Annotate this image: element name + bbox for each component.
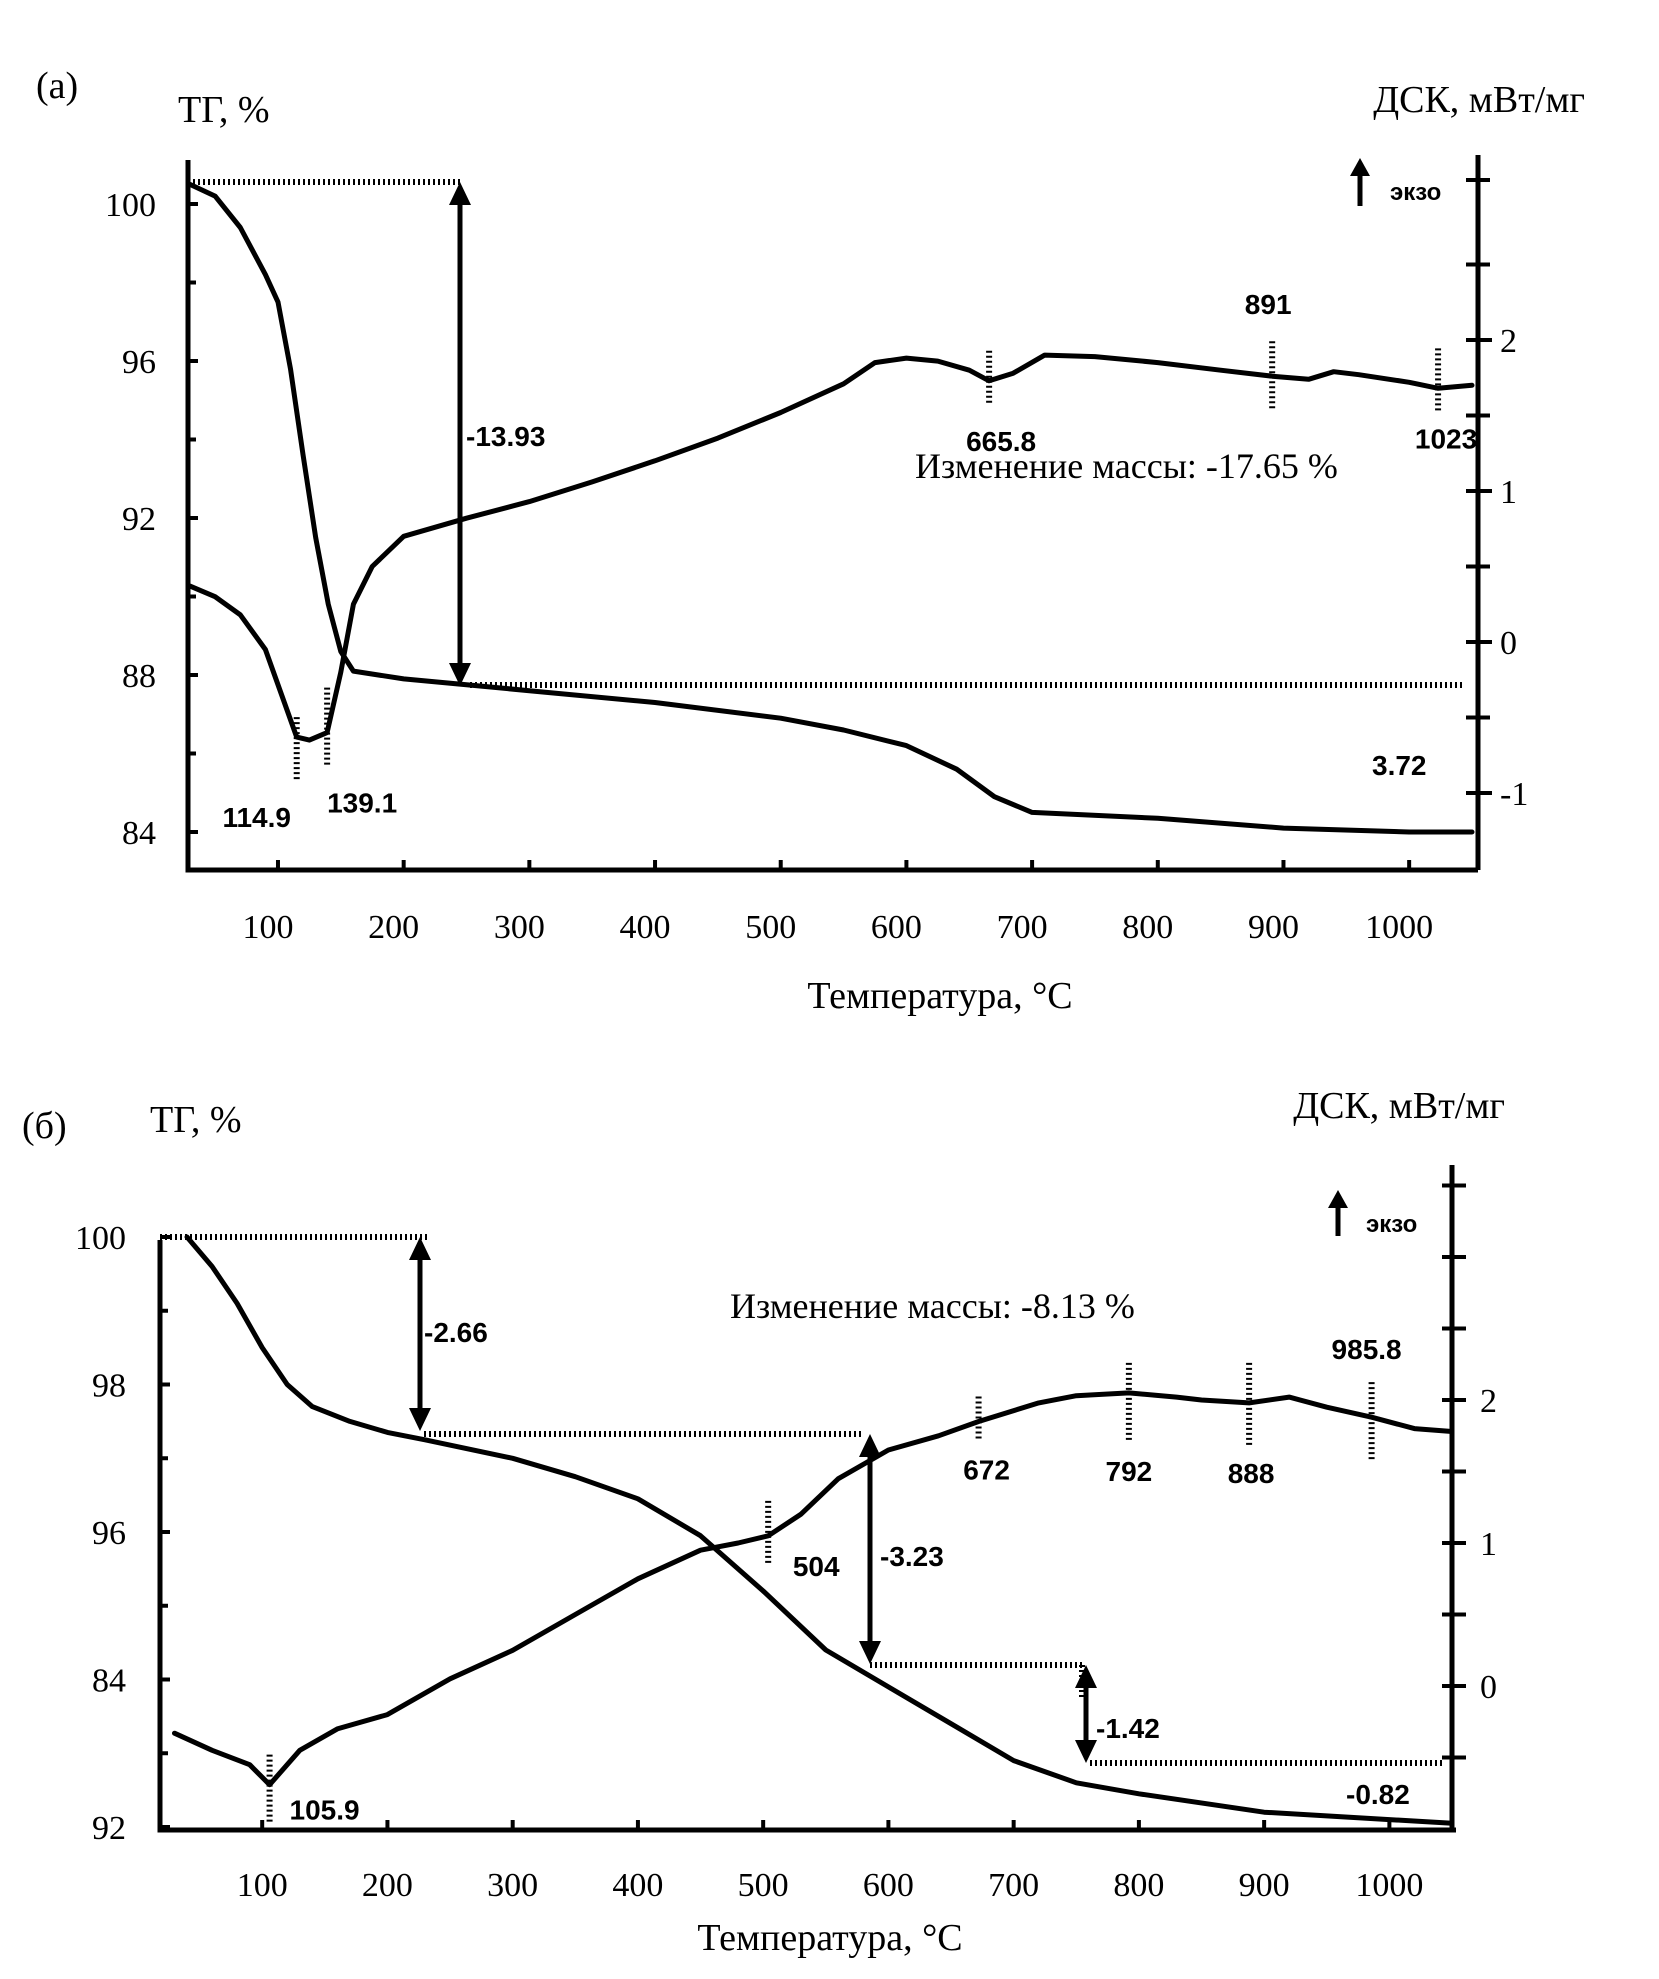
panel-a-x-tick-label: 400 — [620, 909, 671, 946]
panel-b-x-tick-label: 800 — [1113, 1867, 1164, 1904]
panel-a-x-tick-label: 800 — [1122, 909, 1173, 946]
panel-b-x-tick-label: 100 — [237, 1867, 288, 1904]
panel-b-tg-tick-label: 98 — [92, 1368, 126, 1405]
panel-a-peak-markers: 114.9 139.1 665.8 891 1023 — [222, 289, 1477, 833]
panel-a-exo-label: экзо — [1390, 179, 1441, 206]
panel-a-mass-change: Изменение массы: -17.65 % — [915, 446, 1338, 486]
panel-a-tg-tick-label: 84 — [122, 815, 156, 852]
panel-b-x-tick-label: 700 — [988, 1867, 1039, 1904]
panel-b-peak-label: 672 — [963, 1454, 1010, 1485]
panel-b-dsc-tick-label: 2 — [1480, 1383, 1497, 1420]
panel-a-left-bottom-axis — [185, 160, 1478, 873]
panel-b-tg-tick-label: 100 — [75, 1220, 126, 1257]
panel-b-peak-label: 985.8 — [1332, 1334, 1402, 1365]
panel-a-dsc-axis-title: ДСК, мВт/мг — [1373, 79, 1585, 121]
panel-b-peak-markers: 105.9 504 672 792 888 985.8 — [266, 1334, 1402, 1826]
panel-b-x-tick-label: 500 — [738, 1867, 789, 1904]
panel-b-mass-change: Изменение массы: -8.13 % — [730, 1286, 1135, 1326]
panel-b-step-label-2: -3.23 — [880, 1541, 944, 1572]
panel-a-x-axis-title: Температура, °C — [807, 975, 1072, 1017]
panel-b-dsc-tick-label: 0 — [1480, 1669, 1497, 1706]
panel-b-step-label-1: -2.66 — [424, 1317, 488, 1348]
panel-b-x-tick-label: 200 — [362, 1867, 413, 1904]
panel-b-tg-tick-label: 84 — [92, 1663, 126, 1700]
panel-b-x-tick-label: 600 — [863, 1867, 914, 1904]
panel-a-tg-axis-title: ТГ, % — [178, 89, 270, 131]
panel-b-x-ticks: 100 200 300 400 500 600 700 800 900 1000 — [237, 1820, 1423, 1904]
panel-b-step-arrow-2 — [859, 1434, 881, 1664]
panel-a-peak-label: 1023 — [1415, 423, 1477, 454]
panel-b-exo-arrow — [1328, 1190, 1348, 1236]
panel-b-tg-tick-label: 96 — [92, 1515, 126, 1552]
panel-a-tg-tick-label: 92 — [122, 501, 156, 538]
panel-a-tg-tick-label: 100 — [105, 187, 156, 224]
panel-b-left-ticks: 100 98 96 84 92 — [75, 1220, 170, 1847]
panel-a-dsc-curve — [187, 352, 1475, 743]
panel-a-step-arrow — [449, 182, 471, 686]
panel-b-exo-label: экзо — [1366, 1211, 1417, 1238]
panel-b: (б) ТГ, % ДСК, мВт/мг 100 98 96 84 92 0 1 2 10… — [22, 1085, 1505, 1959]
panel-a-x-ticks: 100 200 300 400 500 600 700 800 900 1000 — [242, 860, 1433, 946]
panel-b-x-tick-label: 900 — [1239, 1867, 1290, 1904]
panel-b-right-ticks: 0 1 2 — [1442, 1183, 1497, 1760]
panel-a-x-tick-label: 100 — [242, 909, 293, 946]
panel-a-right-ticks: -1 0 1 2 — [1466, 178, 1528, 813]
panel-b-step-arrow-1 — [409, 1237, 431, 1431]
panel-a-dsc-tick-label: -1 — [1500, 776, 1528, 813]
panel-a-tg-curve — [187, 181, 1475, 835]
panel-a-x-tick-label: 700 — [997, 909, 1048, 946]
panel-b-x-tick-label: 400 — [612, 1867, 663, 1904]
panel-b-x-tick-label: 300 — [487, 1867, 538, 1904]
panel-a-peak-label: 891 — [1245, 289, 1292, 320]
panel-a-tg-tick-label: 96 — [122, 344, 156, 381]
panel-a-step-label-2: 3.72 — [1372, 750, 1427, 781]
panel-b-peak-label: 504 — [793, 1551, 840, 1582]
panel-a-dsc-tick-label: 1 — [1500, 474, 1517, 511]
panel-a-step-label-1: -13.93 — [466, 421, 545, 452]
panel-b-dsc-curve — [172, 1390, 1455, 1788]
panel-b-step-lines — [160, 1234, 1442, 1766]
panel-b-peak-label: 888 — [1228, 1458, 1275, 1489]
panel-b-tg-curve — [184, 1234, 1455, 1826]
panel-a-x-tick-label: 200 — [368, 909, 419, 946]
panel-a-x-tick-label: 1000 — [1365, 909, 1433, 946]
panel-b-x-tick-label: 1000 — [1355, 1867, 1423, 1904]
panel-a-left-ticks: 84 88 92 96 100 — [105, 187, 198, 852]
panel-b-tg-axis-title: ТГ, % — [150, 1099, 242, 1141]
panel-b-x-axis-title: Температура, °C — [697, 1917, 962, 1959]
panel-b-label: (б) — [22, 1105, 67, 1147]
panel-a-dsc-tick-label: 0 — [1500, 625, 1517, 662]
panel-a-dsc-tick-label: 2 — [1500, 323, 1517, 360]
panel-a-peak-label: 665.8 — [966, 426, 1036, 457]
panel-a-exo-arrow — [1350, 158, 1370, 206]
panel-a-x-tick-label: 900 — [1248, 909, 1299, 946]
panel-a-tg-tick-label: 88 — [122, 658, 156, 695]
panel-a-x-tick-label: 600 — [871, 909, 922, 946]
panel-b-left-bottom-axis — [157, 1240, 1456, 1833]
panel-a-peak-label: 139.1 — [327, 788, 397, 819]
panel-a-label: (а) — [36, 65, 78, 107]
panel-b-peak-label: 105.9 — [290, 1795, 360, 1826]
panel-b-dsc-tick-label: 1 — [1480, 1526, 1497, 1563]
panel-b-step-arrow-3 — [1075, 1665, 1097, 1763]
panel-b-step-label-4: -0.82 — [1346, 1779, 1410, 1810]
panel-b-step-label-3: -1.42 — [1096, 1713, 1160, 1744]
panel-a-x-tick-label: 500 — [745, 909, 796, 946]
panel-a-x-tick-label: 300 — [494, 909, 545, 946]
panel-b-tg-tick-label: 92 — [92, 1810, 126, 1847]
panel-b-dsc-axis-title: ДСК, мВт/мг — [1293, 1085, 1505, 1127]
panel-a-peak-label: 114.9 — [222, 802, 291, 833]
panel-b-peak-label: 792 — [1106, 1456, 1153, 1487]
